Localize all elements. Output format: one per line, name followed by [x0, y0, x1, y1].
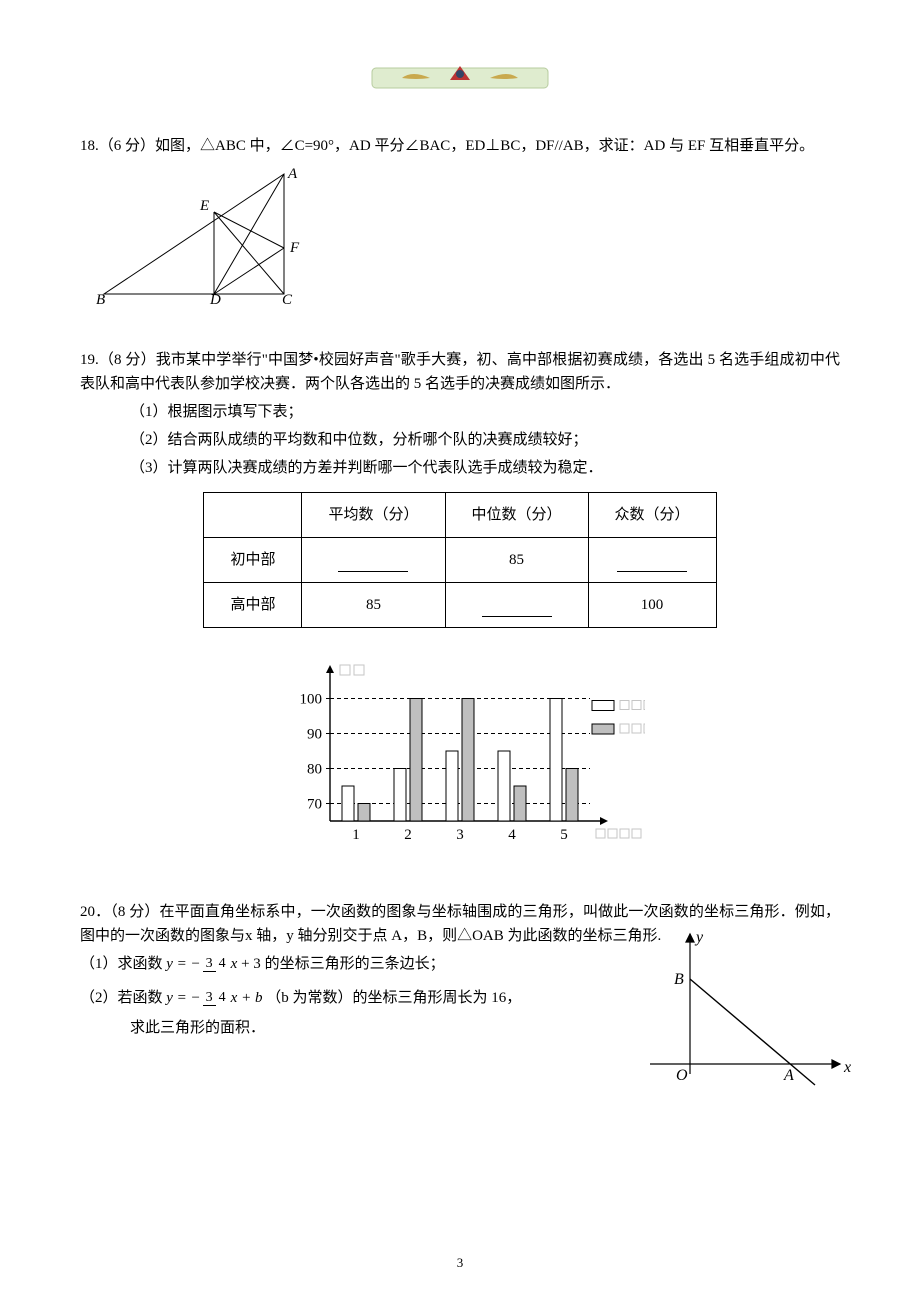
- q19-sub1: （1）根据图示填写下表；: [80, 400, 840, 424]
- table-row: 初中部 85: [204, 538, 716, 583]
- svg-text:90: 90: [307, 727, 322, 743]
- label-B2: B: [674, 971, 684, 988]
- row2-label: 高中部: [204, 583, 302, 628]
- th-blank: [204, 493, 302, 538]
- problem-18: 18.（6 分）如图，△ABC 中，∠C=90°，AD 平分∠BAC，ED⊥BC…: [80, 134, 840, 312]
- label-x: x: [843, 1059, 851, 1076]
- problem-19: 19.（8 分）我市某中学举行"中国梦•校园好声音"歌手大赛，初、高中部根据初赛…: [80, 348, 840, 864]
- label-A: A: [287, 166, 298, 182]
- bar-chart: 70 80 90 100 1 2 3 4 5: [80, 646, 840, 864]
- problem-20: 20．（8 分）在平面直角坐标系中，一次函数的图象与坐标轴围成的三角形，叫做此一…: [80, 900, 840, 1040]
- label-B: B: [96, 292, 105, 304]
- label-E: E: [199, 198, 209, 214]
- eq2-lhs: y = −: [166, 990, 200, 1006]
- label-O: O: [676, 1067, 688, 1084]
- eq1-tail: + 3: [237, 956, 260, 972]
- svg-text:100: 100: [300, 692, 323, 708]
- eq2-den: 4: [216, 990, 229, 1005]
- label-y: y: [694, 929, 704, 946]
- th-mean: 平均数（分）: [302, 493, 445, 538]
- q20-s1-prefix: （1）求函数: [80, 956, 166, 972]
- label-C: C: [282, 292, 293, 304]
- label-F: F: [289, 240, 300, 256]
- row2-mean: 85: [302, 583, 445, 628]
- svg-text:70: 70: [307, 797, 322, 813]
- svg-text:3: 3: [456, 827, 464, 843]
- header-logo: [80, 60, 840, 104]
- q19-intro: 19.（8 分）我市某中学举行"中国梦•校园好声音"歌手大赛，初、高中部根据初赛…: [80, 348, 840, 396]
- table-header-row: 平均数（分） 中位数（分） 众数（分）: [204, 493, 716, 538]
- q19-sub3: （3）计算两队决赛成绩的方差并判断哪一个代表队选手成绩较为稳定．: [80, 456, 840, 480]
- svg-text:80: 80: [307, 762, 322, 778]
- q18-figure: A B C D E F: [94, 164, 840, 312]
- eq1-num: 3: [203, 956, 216, 972]
- eq1-lhs: y = −: [166, 956, 200, 972]
- q19-sub2: （2）结合两队成绩的平均数和中位数，分析哪个队的决赛成绩较好；: [80, 428, 840, 452]
- q20-s1-suffix: 的坐标三角形的三条边长；: [265, 956, 445, 972]
- q20-s2-prefix: （2）若函数: [80, 990, 166, 1006]
- q18-text: 18.（6 分）如图，△ABC 中，∠C=90°，AD 平分∠BAC，ED⊥BC…: [80, 134, 840, 158]
- eq1-den: 4: [216, 956, 229, 971]
- q20-figure: O A B x y: [640, 924, 860, 1102]
- svg-text:4: 4: [508, 827, 516, 843]
- svg-text:5: 5: [560, 827, 568, 843]
- row1-median: 85: [445, 538, 588, 583]
- eq2-num: 3: [203, 990, 216, 1006]
- label-D: D: [209, 292, 221, 304]
- svg-text:2: 2: [404, 827, 412, 843]
- row1-mode: [588, 538, 716, 583]
- row2-mode: 100: [588, 583, 716, 628]
- page-number: 3: [0, 1253, 920, 1274]
- row1-mean: [302, 538, 445, 583]
- label-A2: A: [783, 1067, 794, 1084]
- row2-median: [445, 583, 588, 628]
- svg-text:1: 1: [352, 827, 360, 843]
- th-median: 中位数（分）: [445, 493, 588, 538]
- stats-table: 平均数（分） 中位数（分） 众数（分） 初中部 85 高中部 85 100: [203, 492, 716, 628]
- table-row: 高中部 85 100: [204, 583, 716, 628]
- eq2-tail: + b: [237, 990, 262, 1006]
- th-mode: 众数（分）: [588, 493, 716, 538]
- row1-label: 初中部: [204, 538, 302, 583]
- q20-s2-mid: （b 为常数）的坐标三角形周长为 16，: [266, 990, 521, 1006]
